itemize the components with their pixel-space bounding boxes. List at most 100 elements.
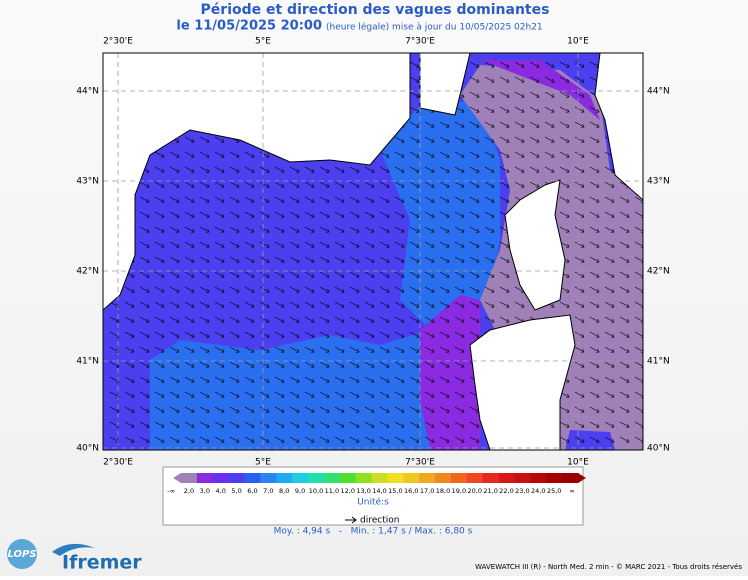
wave-arrow [454, 166, 465, 173]
wave-arrow [604, 376, 615, 383]
wave-arrow [589, 211, 600, 218]
wave-arrow [109, 406, 120, 413]
wave-arrow [259, 301, 270, 308]
colorbar-label: 12,0 [340, 487, 354, 495]
wave-arrow [349, 226, 360, 233]
wave-arrow [544, 166, 555, 173]
wave-arrow [559, 91, 570, 98]
colorbar-swatch [562, 473, 579, 483]
wave-arrow [244, 316, 255, 323]
wave-arrow [484, 136, 495, 143]
wave-arrow [274, 181, 285, 188]
wave-arrow [424, 121, 435, 128]
wave-arrow [439, 151, 450, 158]
wave-arrow [469, 421, 480, 428]
wave-arrow [184, 316, 195, 323]
wave-arrow [379, 406, 390, 413]
wave-arrow [124, 301, 135, 308]
wave-arrow [334, 256, 345, 263]
wave-arrow [619, 286, 630, 293]
colorbar-label: 13,0 [356, 487, 370, 495]
colorbar-end [173, 473, 181, 483]
wave-arrow [274, 316, 285, 323]
wave-arrow [304, 166, 315, 173]
wave-arrow [379, 196, 390, 203]
wave-arrow [574, 91, 585, 98]
wave-arrow [499, 136, 510, 143]
colorbar-swatch [196, 473, 214, 483]
wave-arrow [499, 166, 510, 173]
wave-arrow [484, 196, 495, 203]
wave-arrow [559, 406, 570, 413]
wave-arrow [604, 331, 615, 338]
wave-arrow [199, 166, 210, 173]
wave-arrow [214, 256, 225, 263]
wave-arrow [274, 166, 285, 173]
lat-label-right: 41°N [647, 357, 670, 367]
wave-arrow [274, 301, 285, 308]
colorbar-label: 9,0 [295, 487, 305, 495]
wave-arrow [259, 376, 270, 383]
wave-arrow [559, 136, 570, 143]
wave-arrow [304, 226, 315, 233]
wave-arrow [334, 166, 345, 173]
wave-arrow [574, 196, 585, 203]
wave-arrow [259, 241, 270, 248]
wave-arrow [499, 256, 510, 263]
wave-arrow [619, 361, 630, 368]
wave-arrow [424, 421, 435, 428]
wave-arrow [259, 391, 270, 398]
wave-arrow [619, 256, 630, 263]
wave-arrow [379, 346, 390, 353]
wave-arrow [559, 421, 570, 428]
colorbar-swatch [546, 473, 563, 483]
wave-arrow [169, 256, 180, 263]
wave-arrow [394, 346, 405, 353]
wave-arrow [589, 331, 600, 338]
wave-arrow [169, 391, 180, 398]
wave-arrow [439, 301, 450, 308]
wave-arrow [199, 256, 210, 263]
graticule [103, 53, 643, 450]
wave-arrow [484, 181, 495, 188]
wave-arrow [334, 316, 345, 323]
colorbar-label: 23,0 [515, 487, 529, 495]
wave-arrow [214, 271, 225, 278]
wave-arrow [349, 166, 360, 173]
wave-arrow [259, 331, 270, 338]
wave-arrow [394, 181, 405, 188]
wave-arrow [229, 316, 240, 323]
wave-arrow [199, 196, 210, 203]
wave-arrow [349, 271, 360, 278]
wave-arrow [259, 151, 270, 158]
colorbar-label: 11,0 [325, 487, 339, 495]
wave-arrow [394, 166, 405, 173]
stats: Moy. : 4,94 s - Min. : 1,47 s / Max. : 6… [274, 527, 473, 537]
wave-arrow [409, 91, 420, 98]
wave-arrow [154, 241, 165, 248]
colorbar-swatch [260, 473, 277, 483]
wave-arrow [199, 226, 210, 233]
direction-arrowhead [351, 516, 357, 524]
sea-zone [480, 60, 600, 120]
wave-arrow [124, 406, 135, 413]
wave-arrow [424, 136, 435, 143]
wave-arrow [184, 331, 195, 338]
wave-arrow [484, 286, 495, 293]
wave-arrow [544, 151, 555, 158]
wave-arrow [559, 301, 570, 308]
colorbar-label: 10,0 [309, 487, 323, 495]
colorbar-label: 6,0 [247, 487, 257, 495]
wave-arrow [124, 391, 135, 398]
colorbar-swatch [419, 473, 436, 483]
wave-arrow [214, 331, 225, 338]
wave-arrow [334, 181, 345, 188]
wave-arrow [394, 421, 405, 428]
wave-arrow [319, 406, 330, 413]
wave-arrow [289, 211, 300, 218]
wave-arrow [454, 436, 465, 443]
wave-arrow [469, 436, 480, 443]
wave-arrow [499, 301, 510, 308]
colorbar-swatch [355, 473, 372, 483]
